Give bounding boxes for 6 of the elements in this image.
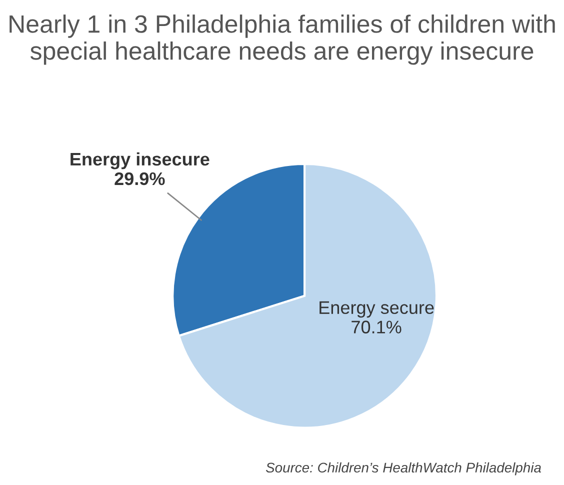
slice-label: Energy secure — [320, 301, 434, 318]
slice-label: Energy insecure — [70, 152, 210, 170]
data-label: 70.1% — [352, 320, 402, 334]
data-label: 29.9% — [114, 172, 165, 186]
source-note: Source: Children’s HealthWatch Philadelphia — [266, 462, 541, 476]
chart-title: Nearly 1 in 3 Philadelphia families of children with special healthcare needs are energy insecure — [10, 14, 555, 65]
